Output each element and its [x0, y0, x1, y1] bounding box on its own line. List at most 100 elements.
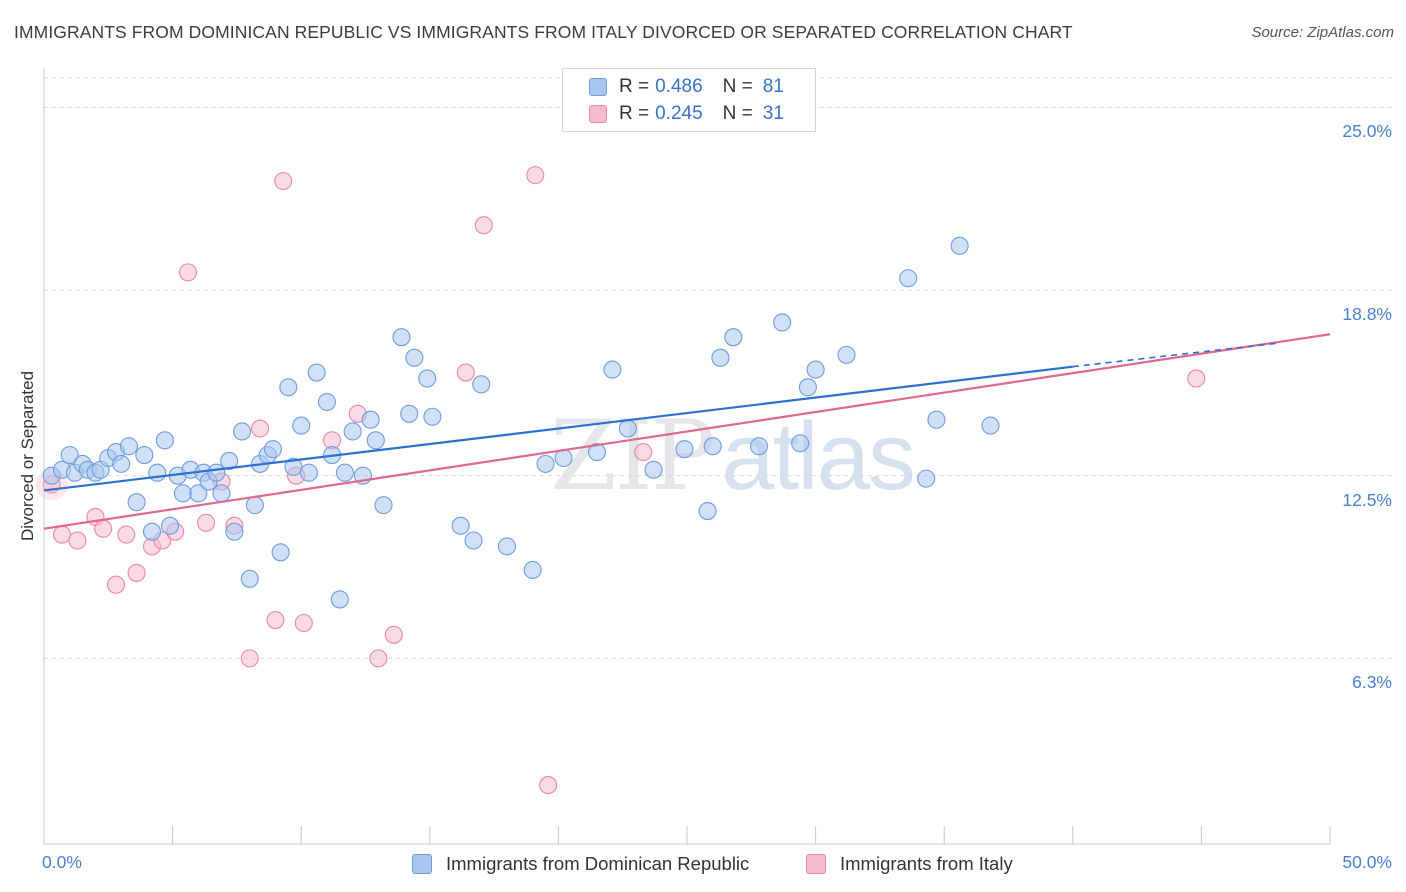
- point-dominican: [837, 345, 856, 364]
- point-italy: [539, 776, 558, 795]
- point-italy: [127, 563, 146, 582]
- point-dominican: [418, 369, 437, 388]
- point-dominican: [173, 484, 192, 503]
- point-dominican: [343, 422, 362, 441]
- point-dominican: [405, 348, 424, 367]
- point-dominican: [675, 440, 694, 459]
- legend-swatch-italy: [589, 105, 607, 123]
- point-dominican: [798, 378, 817, 397]
- point-dominican: [240, 569, 259, 588]
- legend-swatch-dominican: [589, 78, 607, 96]
- point-dominican: [225, 522, 244, 541]
- point-dominican: [263, 440, 282, 459]
- trend-lines: [43, 333, 1331, 530]
- point-dominican: [703, 437, 722, 456]
- point-dominican: [899, 269, 918, 288]
- point-dominican: [189, 484, 208, 503]
- point-italy: [178, 263, 198, 282]
- point-italy: [117, 525, 136, 544]
- point-italy: [240, 649, 259, 668]
- point-italy: [106, 575, 126, 594]
- point-dominican: [112, 454, 131, 473]
- trend-line-italy: [43, 333, 1331, 530]
- legend-n-value: 31: [762, 103, 784, 124]
- point-dominican: [536, 454, 555, 473]
- point-dominican: [497, 537, 517, 556]
- legend-r-value: 0.245: [655, 103, 703, 124]
- point-dominican: [292, 416, 311, 435]
- bottom-legend-italy: Immigrants from Italy: [806, 851, 1013, 877]
- point-italy: [196, 513, 216, 532]
- bottom-legend-swatch-dominican: [412, 854, 432, 874]
- point-dominican: [155, 431, 174, 450]
- y-tick-label: 25.0%: [1342, 121, 1392, 142]
- point-italy: [266, 611, 285, 630]
- point-dominican: [232, 422, 252, 441]
- legend-row-dominican: R = 0.486 N = 81: [589, 75, 784, 99]
- y-tick-label: 6.3%: [1352, 672, 1392, 693]
- point-dominican: [472, 375, 491, 394]
- point-dominican: [644, 460, 663, 479]
- point-italy: [294, 613, 313, 633]
- point-dominican: [317, 392, 336, 412]
- point-dominican: [749, 437, 769, 456]
- point-dominican: [791, 434, 810, 453]
- point-dominican: [60, 446, 79, 465]
- point-dominican: [361, 410, 380, 429]
- point-dominican: [927, 410, 946, 429]
- point-dominican: [400, 404, 419, 423]
- point-dominican: [284, 457, 303, 476]
- legend-n-label: N =: [722, 76, 753, 97]
- correlation-legend: R = 0.486 N = 81 R = 0.245 N = 31: [562, 68, 816, 132]
- y-tick-label: 12.5%: [1342, 489, 1392, 510]
- legend-n-label: N =: [722, 103, 753, 124]
- axes: [43, 68, 1331, 845]
- point-dominican: [806, 360, 825, 379]
- point-dominican: [142, 522, 162, 541]
- legend-r-label: R =: [619, 76, 650, 97]
- series-dominican-points: [42, 236, 1000, 609]
- point-dominican: [148, 463, 167, 482]
- point-dominican: [279, 378, 298, 397]
- point-dominican: [160, 516, 180, 535]
- point-dominican: [711, 348, 730, 367]
- point-italy: [274, 171, 293, 191]
- point-dominican: [950, 236, 969, 255]
- point-dominican: [271, 543, 290, 562]
- chart-title: IMMIGRANTS FROM DOMINICAN REPUBLIC VS IM…: [14, 22, 1073, 42]
- point-italy: [526, 166, 545, 185]
- point-dominican: [335, 463, 354, 482]
- point-dominican: [603, 360, 622, 379]
- point-dominican: [212, 484, 231, 503]
- trend-line-dominican-extension: [1072, 342, 1279, 368]
- point-italy: [384, 625, 403, 644]
- legend-r-label: R =: [619, 103, 650, 124]
- x-tick-label-min: 0.0%: [42, 852, 82, 872]
- point-dominican: [299, 463, 318, 482]
- point-italy: [369, 649, 388, 668]
- point-dominican: [366, 431, 385, 450]
- point-dominican: [127, 493, 146, 512]
- source-label: Source: ZipAtlas.com: [1251, 24, 1394, 41]
- point-dominican: [451, 516, 470, 535]
- point-dominican: [307, 363, 326, 382]
- point-dominican: [917, 469, 936, 488]
- legend-n-value: 81: [762, 76, 784, 97]
- point-italy: [68, 531, 87, 550]
- point-italy: [52, 525, 72, 544]
- point-italy: [94, 519, 113, 538]
- bottom-legend-swatch-italy: [806, 854, 826, 874]
- point-dominican: [423, 407, 442, 426]
- y-axis-label: Divorced or Separated: [18, 370, 37, 542]
- point-dominican: [392, 328, 411, 347]
- point-dominican: [135, 446, 154, 465]
- point-italy: [456, 363, 475, 382]
- point-dominican: [245, 496, 264, 515]
- point-dominican: [330, 590, 349, 609]
- point-dominican: [773, 313, 792, 332]
- point-dominican: [724, 328, 743, 347]
- point-dominican: [587, 443, 607, 462]
- point-dominican: [981, 416, 1000, 435]
- legend-row-italy: R = 0.245 N = 31: [589, 102, 784, 126]
